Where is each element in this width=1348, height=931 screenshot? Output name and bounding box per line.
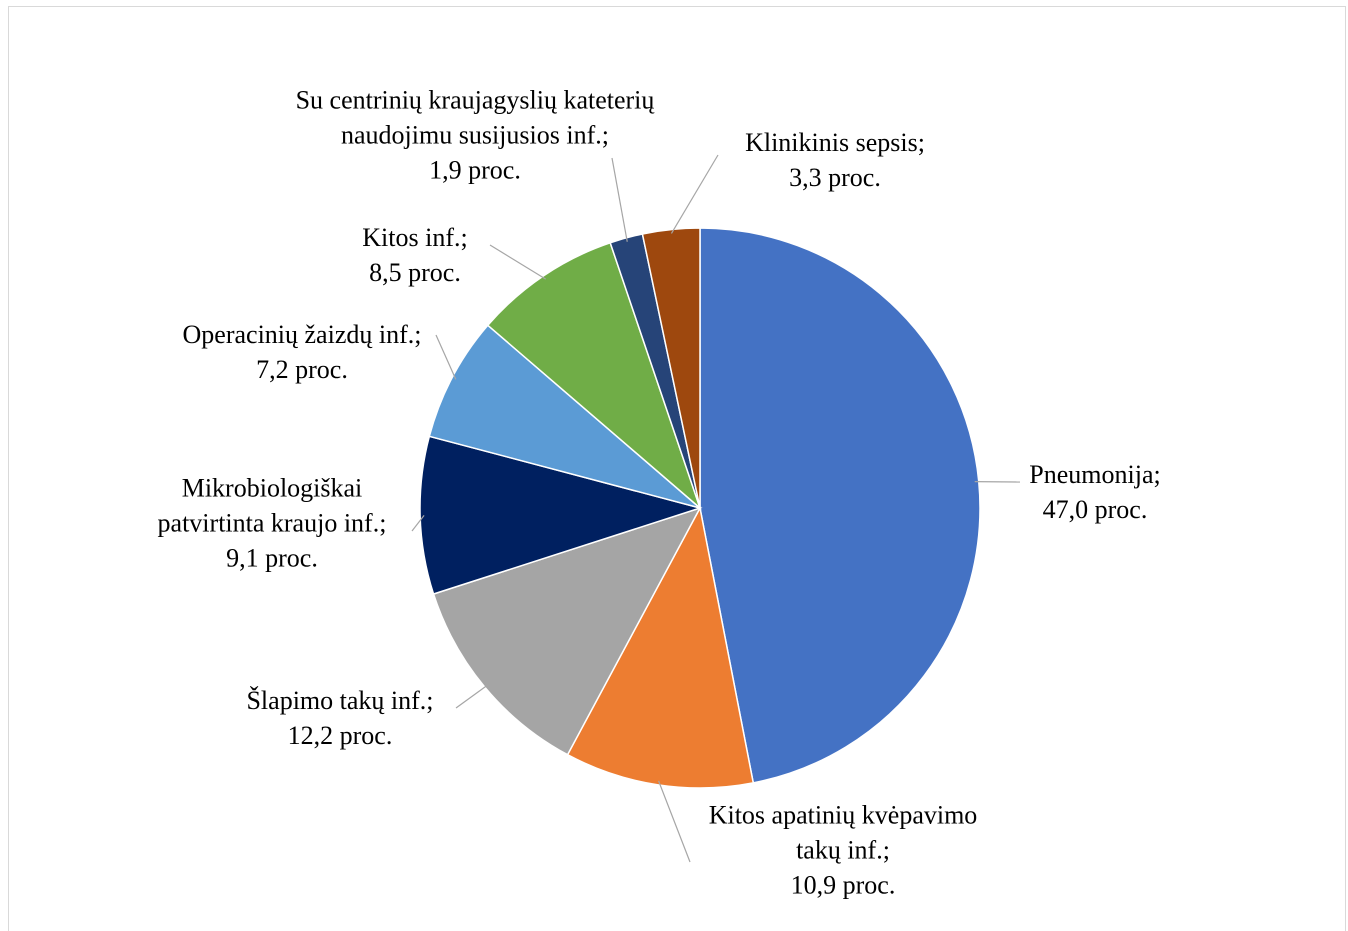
data-label: Su centrinių kraujagyslių kateterių naud… bbox=[250, 83, 700, 188]
value-label: 3,3 proc. bbox=[789, 163, 881, 192]
data-label: Kitos apatinių kvėpavimo takų inf.; 10,9 … bbox=[703, 798, 983, 903]
value-label: 1,9 proc. bbox=[429, 155, 521, 185]
category-label: Kitos inf.; bbox=[362, 223, 468, 252]
category-label: Operacinių žaizdų inf.; bbox=[182, 320, 422, 349]
category-label: Šlapimo takų inf.; bbox=[246, 686, 434, 715]
data-label: Pneumonija; 47,0 proc. bbox=[1005, 457, 1185, 527]
data-label: Operacinių žaizdų inf.; 7,2 proc. bbox=[147, 317, 457, 387]
data-label: Kitos inf.; 8,5 proc. bbox=[325, 220, 505, 290]
leader-line bbox=[670, 154, 719, 234]
category-label: Su centrinių kraujagyslių kateterių naud… bbox=[295, 85, 655, 150]
data-label: Mikrobiologiškai patvirtinta kraujo inf.… bbox=[127, 471, 417, 576]
leader-line bbox=[411, 514, 425, 532]
value-label: 12,2 proc. bbox=[287, 721, 393, 750]
pie-slice bbox=[566, 505, 755, 789]
pie-slice bbox=[641, 227, 701, 509]
category-label: Kitos apatinių kvėpavimo takų inf.; bbox=[708, 800, 978, 865]
leader-line bbox=[489, 244, 547, 280]
pie-slice bbox=[699, 227, 981, 784]
value-label: 7,2 proc. bbox=[256, 355, 348, 384]
pie-slice bbox=[419, 435, 703, 595]
category-label: Klinikinis sepsis; bbox=[745, 128, 925, 157]
pie-slice bbox=[486, 241, 702, 511]
data-label: Šlapimo takų inf.; 12,2 proc. bbox=[210, 683, 470, 753]
value-label: 47,0 proc. bbox=[1042, 495, 1148, 524]
data-label: Klinikinis sepsis; 3,3 proc. bbox=[710, 125, 960, 195]
leader-line bbox=[455, 684, 489, 709]
chart-frame bbox=[8, 6, 1346, 931]
value-label: 9,1 proc. bbox=[226, 543, 318, 573]
leader-line bbox=[611, 157, 628, 242]
value-label: 10,9 proc. bbox=[790, 870, 896, 900]
leader-line bbox=[658, 780, 691, 863]
category-label: Mikrobiologiškai patvirtinta kraujo inf.… bbox=[157, 473, 387, 538]
category-label: Pneumonija; bbox=[1029, 460, 1161, 489]
value-label: 8,5 proc. bbox=[369, 258, 461, 287]
pie-slice bbox=[428, 324, 701, 509]
leader-line bbox=[435, 334, 457, 380]
